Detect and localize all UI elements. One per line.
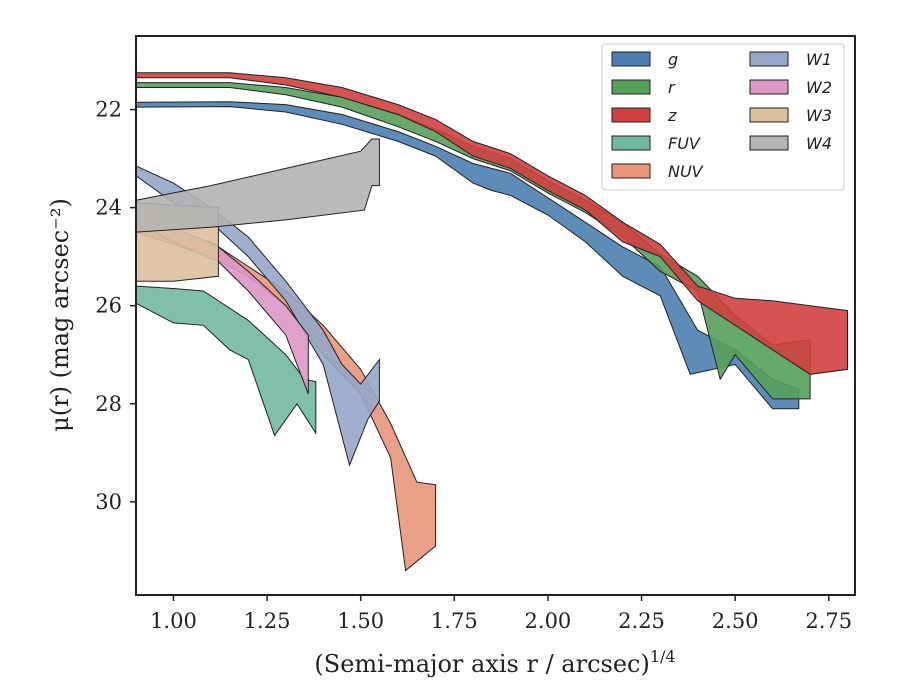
y-tick-label: 22	[95, 98, 122, 122]
band-fuv	[135, 285, 317, 437]
legend-label-fuv: FUV	[668, 134, 701, 153]
series-bands	[135, 72, 848, 572]
legend-label-w3: W3	[806, 106, 832, 125]
band-g	[135, 101, 800, 410]
band-z	[135, 72, 848, 375]
legend-label-g: g	[668, 50, 678, 69]
legend-label-nuv: NUV	[668, 162, 704, 181]
y-tick-label: 28	[95, 392, 122, 416]
x-tick-label: 2.50	[712, 609, 759, 633]
x-tick-label: 2.75	[805, 609, 852, 633]
legend-label-w2: W2	[806, 78, 832, 97]
y-tick-label: 24	[95, 196, 122, 220]
band-w4	[135, 138, 380, 233]
legend-label-w1: W1	[806, 50, 832, 69]
x-tick-label: 2.25	[618, 609, 665, 633]
legend-swatch-r	[611, 79, 651, 95]
legend-swatch-z	[611, 107, 651, 123]
x-tick-label: 1.00	[150, 609, 197, 633]
legend-label-w4: W4	[806, 134, 832, 153]
x-tick-label: 1.25	[244, 609, 291, 633]
x-axis-label: (Semi-major axis r / arcsec)1/4	[314, 647, 675, 678]
y-tick-label: 26	[95, 294, 122, 318]
plot-frame	[135, 35, 856, 596]
legend-swatch-w4	[749, 135, 789, 151]
legend-label-z: z	[667, 106, 677, 125]
x-axis-ticks: 1.00 1.25 1.50 1.75 2.00 2.25 2.50 2.75	[150, 595, 852, 633]
legend: grz FUV NUV W1 W2 W3 W4	[601, 43, 845, 191]
x-tick-label: 1.50	[337, 609, 384, 633]
x-axis-label-main: (Semi-major axis r / arcsec)	[314, 650, 649, 678]
x-axis-label-superscript: 1/4	[650, 647, 676, 666]
x-tick-label: 1.75	[431, 609, 478, 633]
legend-swatch-fuv	[611, 135, 651, 151]
legend-swatch-w3	[749, 107, 789, 123]
legend-swatch-g	[611, 51, 651, 67]
legend-swatch-nuv	[611, 163, 651, 179]
x-tick-label: 2.00	[525, 609, 572, 633]
y-tick-label: 30	[95, 490, 122, 514]
y-axis-label: μ(r) (mag arcsec⁻²)	[46, 198, 74, 432]
legend-swatch-w1	[749, 51, 789, 67]
legend-swatch-w2	[749, 79, 789, 95]
legend-label-r: r	[668, 78, 676, 97]
y-axis-ticks: 22 24 26 28 30	[95, 98, 136, 514]
